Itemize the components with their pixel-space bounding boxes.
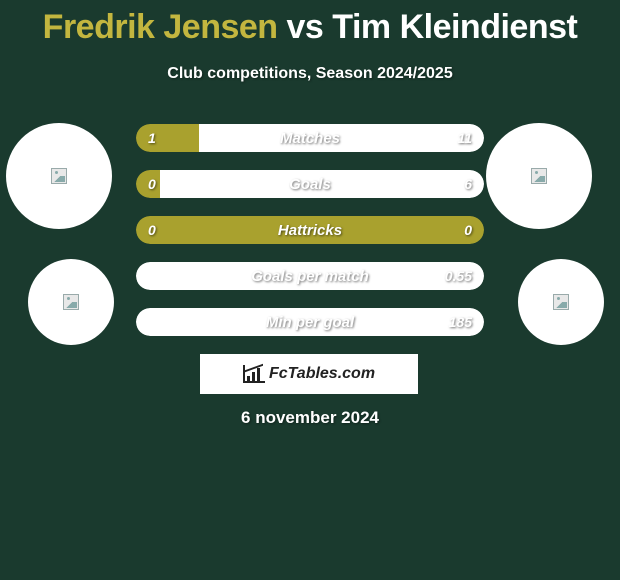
broken-image-icon — [63, 294, 79, 310]
broken-image-icon — [531, 168, 547, 184]
bar-segment-left — [136, 170, 160, 198]
bar-segment-left — [136, 124, 199, 152]
subtitle: Club competitions, Season 2024/2025 — [0, 65, 620, 83]
date-label: 6 november 2024 — [0, 408, 620, 428]
vs-label: vs — [287, 8, 324, 46]
bar-segment-right — [199, 124, 484, 152]
player2-avatar-large — [486, 123, 592, 229]
page-title: Fredrik Jensen vs Tim Kleindienst — [0, 0, 620, 47]
bar-segment-full — [136, 262, 484, 290]
player2-name: Tim Kleindienst — [332, 8, 577, 46]
player2-avatar-small — [518, 259, 604, 345]
bar-segment-full — [136, 216, 484, 244]
bar-segment-right — [160, 170, 484, 198]
player1-avatar-large — [6, 123, 112, 229]
stat-row: 185Min per goal — [136, 308, 484, 336]
stat-row: 06Goals — [136, 170, 484, 198]
broken-image-icon — [553, 294, 569, 310]
stat-row: 111Matches — [136, 124, 484, 152]
bar-segment-full — [136, 308, 484, 336]
fctables-logo: FcTables.com — [200, 354, 418, 394]
player1-name: Fredrik Jensen — [43, 8, 278, 46]
logo-text: FcTables.com — [269, 365, 375, 383]
stats-comparison: 111Matches 06Goals 00Hattricks 0.55Goals pe… — [136, 124, 484, 354]
player1-avatar-small — [28, 259, 114, 345]
bar-chart-icon — [243, 365, 265, 383]
stat-row: 00Hattricks — [136, 216, 484, 244]
stat-row: 0.55Goals per match — [136, 262, 484, 290]
broken-image-icon — [51, 168, 67, 184]
